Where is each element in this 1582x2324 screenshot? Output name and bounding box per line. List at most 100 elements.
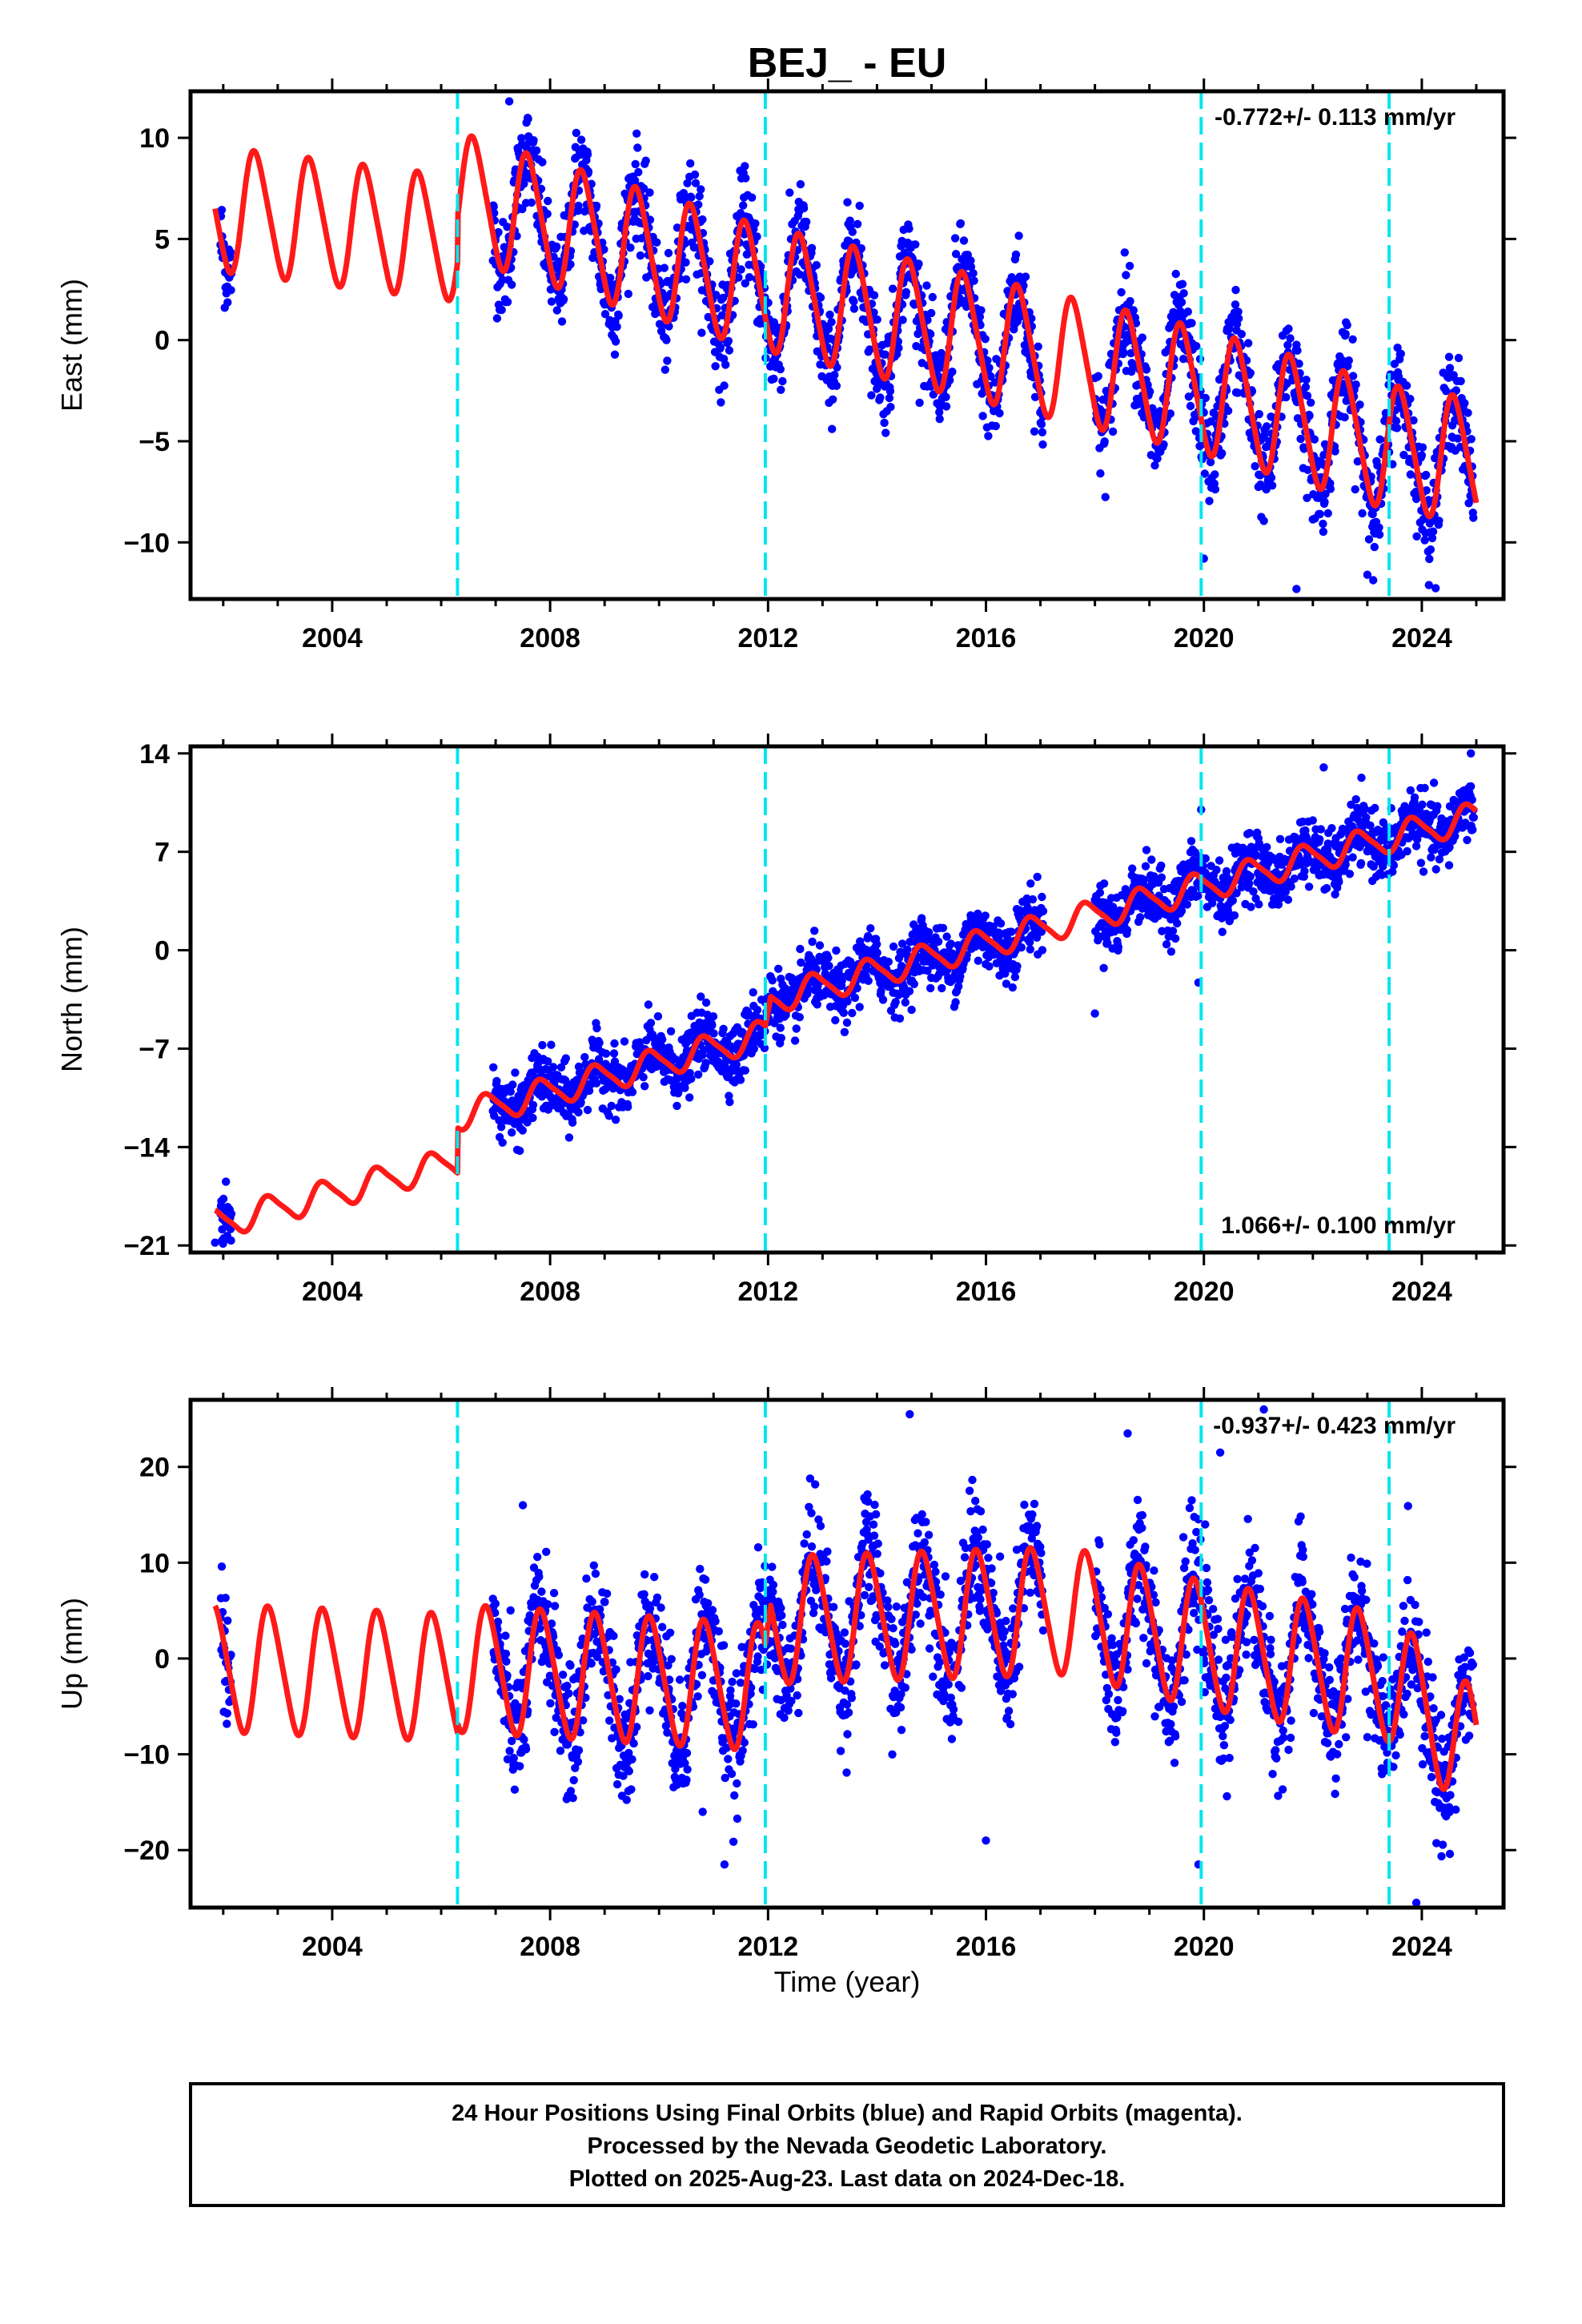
observation-point — [724, 336, 733, 345]
observation-point — [718, 293, 728, 303]
observation-point — [1326, 485, 1335, 493]
observation-point — [748, 193, 757, 202]
observation-point — [1263, 422, 1271, 431]
observation-point — [1426, 545, 1435, 554]
observation-point — [602, 1589, 612, 1598]
observation-point — [739, 201, 748, 210]
observation-point — [1453, 434, 1463, 443]
observation-point — [928, 292, 938, 302]
observation-point — [587, 1659, 596, 1668]
x-tick-label: 2020 — [1174, 1277, 1235, 1307]
observation-point — [857, 243, 866, 253]
observation-point — [1129, 306, 1138, 315]
observation-point — [1246, 872, 1255, 881]
observation-point — [970, 276, 978, 285]
observation-point — [1290, 875, 1299, 883]
observation-point — [849, 304, 859, 313]
observation-point — [709, 1029, 718, 1038]
observation-point — [1452, 386, 1461, 395]
observation-point — [695, 191, 704, 201]
observation-point — [1030, 427, 1039, 436]
rate-label-north: 1.066+/- 0.100 mm/yr — [1221, 1212, 1456, 1239]
observation-point — [1392, 424, 1402, 432]
observation-point — [1108, 427, 1118, 436]
observation-point — [774, 964, 783, 974]
observation-point — [554, 1651, 564, 1659]
outlier-point — [504, 97, 514, 106]
observation-point — [592, 201, 601, 211]
observation-point — [901, 287, 911, 296]
observation-point — [614, 312, 623, 320]
observation-point — [922, 281, 931, 290]
observation-point — [917, 914, 926, 923]
observation-point — [1014, 231, 1023, 240]
observation-point — [1141, 862, 1150, 870]
observation-point — [537, 1587, 546, 1596]
observation-point — [221, 1594, 230, 1602]
observation-point — [1304, 883, 1314, 891]
observation-point — [831, 1015, 840, 1025]
observation-point — [1146, 387, 1154, 396]
observation-point — [561, 1054, 570, 1063]
x-ticks-east: 2004 2008 2012 2016 2020 2024 — [222, 78, 1478, 653]
model-curve-east — [212, 133, 1480, 520]
observation-point — [951, 250, 961, 259]
observation-point — [1191, 427, 1201, 436]
observation-point — [583, 1105, 592, 1115]
observation-point — [792, 1024, 801, 1033]
observation-point — [935, 415, 944, 424]
observation-point — [1422, 486, 1431, 495]
observation-point — [573, 1757, 583, 1767]
observation-point — [503, 223, 512, 231]
observation-point — [937, 348, 946, 358]
observation-point — [557, 317, 567, 326]
observation-point — [873, 939, 881, 949]
observation-point — [717, 398, 725, 407]
observation-point — [511, 1068, 520, 1077]
observation-point — [1469, 513, 1478, 522]
observation-point — [508, 1128, 516, 1137]
observation-point — [550, 1602, 560, 1610]
observation-point — [743, 250, 752, 259]
observation-point — [639, 1072, 648, 1082]
observation-point — [1351, 485, 1359, 494]
observation-point — [1263, 842, 1271, 852]
observation-point — [548, 1063, 558, 1072]
observation-point — [583, 150, 592, 159]
observation-point — [552, 242, 561, 251]
observation-point — [1299, 444, 1309, 453]
observation-point — [1017, 943, 1026, 952]
observation-point — [1355, 400, 1364, 409]
observation-point — [1101, 493, 1110, 501]
observation-point — [1211, 485, 1220, 494]
observation-point — [681, 275, 691, 283]
observation-point — [741, 162, 749, 171]
observation-point — [664, 248, 673, 258]
observation-point — [799, 203, 809, 213]
observation-point — [1038, 428, 1047, 436]
observation-point — [1179, 289, 1188, 298]
observation-point — [1428, 527, 1438, 536]
observation-point — [1303, 465, 1312, 474]
observation-point — [1192, 342, 1201, 351]
observation-point — [938, 923, 948, 933]
observation-point — [839, 1008, 849, 1018]
observation-point — [719, 1024, 728, 1034]
observation-point — [867, 391, 876, 400]
observation-point — [1433, 802, 1442, 810]
observation-point — [1186, 837, 1196, 846]
observation-point — [582, 1574, 591, 1583]
observation-point — [1126, 296, 1134, 306]
observation-point — [1136, 913, 1145, 922]
observation-point — [1026, 945, 1035, 954]
observation-point — [1096, 469, 1105, 478]
observation-point — [680, 191, 689, 200]
observation-point — [527, 198, 536, 207]
observation-point — [881, 428, 890, 437]
observation-point — [753, 232, 761, 241]
observation-point — [1245, 879, 1254, 888]
y-tick-label: −14 — [123, 1132, 170, 1163]
observation-point — [725, 1097, 734, 1107]
observation-point — [915, 398, 924, 408]
observation-point — [873, 948, 881, 957]
